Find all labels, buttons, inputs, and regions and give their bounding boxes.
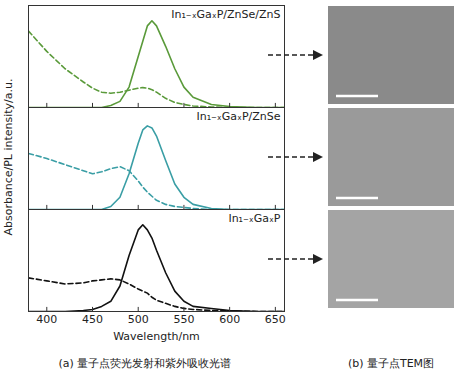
svg-text:In₁₋ₓGaₓP: In₁₋ₓGaₓP xyxy=(228,212,280,225)
html-text:(b) 量子点TEM图: (b) 量子点TEM图 xyxy=(347,357,435,370)
svg-text:Absorbance/PL intensity/a.u.: Absorbance/PL intensity/a.u. xyxy=(2,78,15,235)
svg-text:400: 400 xyxy=(36,313,57,326)
svg-text:650: 650 xyxy=(265,313,286,326)
svg-text:500: 500 xyxy=(128,313,149,326)
svg-text:600: 600 xyxy=(219,313,240,326)
html-text:(a) 量子点荧光发射和紫外吸收光谱: (a) 量子点荧光发射和紫外吸收光谱 xyxy=(58,357,232,370)
svg-text:450: 450 xyxy=(82,313,103,326)
svg-text:Wavelength/nm: Wavelength/nm xyxy=(113,330,200,343)
svg-text:In₁₋ₓGaₓP/ZnSe: In₁₋ₓGaₓP/ZnSe xyxy=(196,110,280,123)
svg-text:In₁₋ₓGaₓP/ZnSe/ZnS: In₁₋ₓGaₓP/ZnSe/ZnS xyxy=(171,8,280,21)
svg-text:550: 550 xyxy=(173,313,194,326)
